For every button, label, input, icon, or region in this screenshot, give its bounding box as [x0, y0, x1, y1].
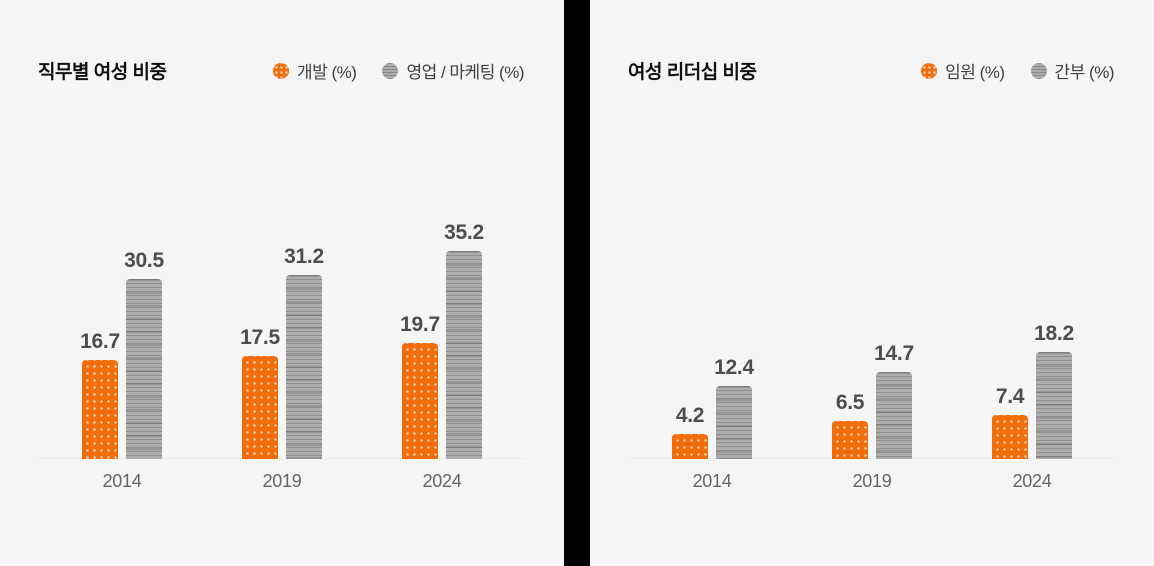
legend: 임원 (%) 간부 (%) [921, 58, 1115, 83]
bar-dotted [402, 343, 438, 459]
bar-value-label: 30.5 [124, 249, 164, 272]
bar-dotted [242, 356, 278, 459]
legend-label: 임원 (%) [945, 63, 1005, 82]
bar-group: 16.7 30.5 [80, 249, 164, 459]
bar-column: 14.7 [874, 342, 914, 459]
legend-label: 개발 (%) [297, 63, 357, 82]
x-axis-label: 2019 [262, 471, 302, 491]
bar-column: 7.4 [992, 385, 1028, 459]
striped-circle-swatch-icon [1030, 62, 1047, 79]
panel-header: 직무별 여성 비중 개발 (%) 영업 / 마케팅 (%) [38, 57, 524, 84]
legend-item: 임원 (%) [921, 58, 1005, 83]
bar-value-label: 16.7 [80, 330, 120, 353]
bar-column: 6.5 [832, 391, 868, 459]
legend: 개발 (%) 영업 / 마케팅 (%) [273, 58, 524, 83]
bar-value-label: 4.2 [675, 404, 705, 427]
bar-dotted [832, 421, 868, 459]
bar-value-label: 18.2 [1034, 322, 1074, 345]
bar-column: 16.7 [80, 330, 120, 459]
bar-value-label: 6.5 [835, 391, 865, 414]
bar-column: 17.5 [240, 326, 280, 459]
striped-circle-swatch-icon [382, 62, 399, 79]
chart-title: 직무별 여성 비중 [38, 62, 167, 83]
bar-column: 4.2 [672, 404, 708, 459]
dotted-circle-swatch-icon [921, 62, 938, 79]
bar-dotted [672, 434, 708, 459]
bar-column: 35.2 [444, 221, 484, 459]
bar-group: 6.5 14.7 [832, 342, 914, 459]
bar-value-label: 14.7 [874, 342, 914, 365]
bar-value-label: 31.2 [284, 245, 324, 268]
x-axis-label: 2019 [852, 471, 892, 491]
bar-value-label: 19.7 [400, 313, 440, 336]
legend-item: 영업 / 마케팅 (%) [382, 58, 524, 83]
bar-dotted [82, 360, 118, 459]
bar-dotted [992, 415, 1028, 459]
legend-label: 간부 (%) [1054, 63, 1115, 82]
bar-group: 17.5 31.2 [240, 245, 324, 459]
bar-group: 19.7 35.2 [400, 221, 484, 459]
bar-group: 4.2 12.4 [672, 356, 754, 459]
bar-value-label: 35.2 [444, 221, 484, 244]
bar-value-label: 17.5 [240, 326, 280, 349]
bar-striped [1036, 352, 1072, 459]
bar-striped [876, 372, 912, 459]
bar-column: 18.2 [1034, 322, 1074, 459]
x-axis-label: 2024 [422, 471, 462, 491]
bar-striped [716, 386, 752, 459]
x-axis-label: 2024 [1012, 471, 1052, 491]
bar-chart-jobs: 16.7 30.5 2014 17.5 31.2 2019 19.7 35.2 2024 [0, 0, 564, 491]
dotted-circle-swatch-icon [273, 62, 290, 79]
bar-column: 12.4 [714, 356, 754, 459]
legend-label: 영업 / 마케팅 (%) [406, 63, 524, 82]
legend-item: 간부 (%) [1030, 58, 1115, 83]
bar-chart-leadership: 4.2 12.4 2014 6.5 14.7 2019 7.4 18.2 2024 [590, 0, 1154, 491]
panel-divider [564, 0, 590, 566]
bar-value-label: 12.4 [714, 356, 754, 379]
bar-striped [446, 251, 482, 459]
chart-panel-leadership: 4.2 12.4 2014 6.5 14.7 2019 7.4 18.2 2024 여성 리더십… [590, 0, 1154, 566]
chart-title: 여성 리더십 비중 [628, 62, 757, 83]
chart-panel-jobs: 16.7 30.5 2014 17.5 31.2 2019 19.7 35.2 2024 직무별… [0, 0, 564, 566]
bar-column: 30.5 [124, 249, 164, 459]
bar-group: 7.4 18.2 [992, 322, 1074, 459]
x-axis-label: 2014 [102, 471, 142, 491]
x-axis-label: 2014 [692, 471, 732, 491]
bar-striped [126, 279, 162, 459]
bar-striped [286, 275, 322, 459]
bar-column: 31.2 [284, 245, 324, 459]
legend-item: 개발 (%) [273, 58, 357, 83]
panel-header: 여성 리더십 비중 임원 (%) 간부 (%) [628, 57, 1115, 84]
bar-value-label: 7.4 [995, 385, 1025, 408]
bar-column: 19.7 [400, 313, 440, 459]
